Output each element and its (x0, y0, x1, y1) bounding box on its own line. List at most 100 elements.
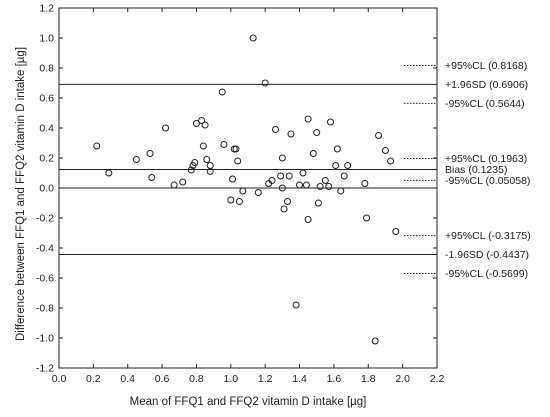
axes-group: 0.0 0.2 0.4 0.6 0.8 1.0 1.2 1.4 1.6 1.8 2.0 2.2 -1.2… (36, 3, 445, 386)
data-point (239, 187, 247, 195)
data-point (206, 168, 214, 175)
data-point (299, 169, 307, 177)
data-point (332, 162, 340, 169)
data-point (93, 142, 101, 150)
data-point (284, 198, 292, 205)
data-point (292, 301, 300, 309)
data-point (203, 156, 211, 163)
x-tick-label: 1.4 (292, 373, 307, 385)
data-point (285, 172, 293, 180)
data-point (170, 181, 178, 189)
data-point (105, 169, 113, 177)
data-point (132, 156, 140, 163)
data-point (235, 198, 243, 205)
data-point (375, 132, 383, 139)
x-tick-label: 0.0 (52, 373, 67, 385)
data-point (192, 120, 200, 127)
data-point (309, 150, 317, 157)
y-tick-label: 0.6 (39, 93, 54, 105)
y-tick-label: 0.8 (39, 63, 54, 75)
y-tick-label: -1.0 (36, 333, 54, 345)
reference-lines-group (59, 83, 437, 256)
data-points-group (93, 34, 400, 345)
y-axis-label: Difference between FFQ1 and FFQ2 vitamin… (15, 47, 27, 341)
y-tick-label: 1.2 (39, 3, 54, 15)
x-tick-label: 1.2 (258, 373, 273, 385)
data-point (387, 157, 395, 165)
data-point (344, 162, 352, 169)
confidence-limit-label: -95%CL (0.5644) (445, 98, 525, 110)
data-point (234, 157, 242, 165)
data-point (198, 117, 206, 124)
x-tick-label: 1.6 (327, 373, 342, 385)
x-axis-label: Mean of FFQ1 and FFQ2 vitamin D intake [… (130, 396, 367, 408)
reference-line-label: Bias (0.1235) (445, 164, 507, 176)
data-point (280, 205, 288, 213)
x-tick-label: 1.8 (361, 373, 376, 385)
y-tick-label: 0.0 (39, 183, 54, 195)
data-point (278, 184, 286, 192)
data-point (316, 183, 324, 190)
annotation-group: +1.96SD (0.6906) Bias (0.1235) -1.96SD (-0… (404, 60, 531, 280)
reference-line-label: -1.96SD (-0.4437) (445, 249, 529, 261)
data-point (313, 129, 321, 136)
data-point (229, 175, 237, 183)
x-tick-label: 0.6 (155, 373, 170, 385)
data-point (146, 150, 154, 157)
x-tick-label: 2.0 (395, 373, 410, 385)
y-tick-label: 1.0 (39, 33, 54, 45)
data-point (326, 118, 334, 126)
data-point (254, 189, 262, 196)
y-tick-label: 0.4 (39, 123, 54, 135)
y-tick-label: -0.8 (36, 303, 54, 315)
data-point (187, 166, 195, 174)
data-point (249, 34, 257, 42)
data-point (218, 88, 226, 96)
data-point (371, 337, 379, 345)
data-point (162, 124, 170, 132)
data-point (148, 174, 156, 181)
data-point (261, 79, 269, 87)
data-point (227, 196, 235, 204)
data-point (325, 183, 333, 190)
x-tick-label: 1.0 (224, 373, 239, 385)
data-point (314, 199, 322, 207)
data-point (392, 228, 400, 235)
y-tick-label: -0.4 (36, 243, 54, 255)
data-point (363, 214, 371, 222)
data-point (287, 130, 295, 138)
data-point (304, 216, 312, 223)
data-point (302, 181, 310, 189)
data-point (201, 121, 209, 129)
data-point (271, 126, 279, 133)
data-point (381, 147, 389, 154)
confidence-limit-label: +95%CL (-0.3175) (445, 230, 531, 242)
x-tick-label: 0.8 (189, 373, 204, 385)
reference-line-label: +1.96SD (0.6906) (445, 79, 528, 91)
x-tick-label: 2.2 (430, 373, 445, 385)
y-tick-label: -1.2 (36, 363, 54, 375)
data-point (340, 172, 348, 180)
data-point (296, 181, 304, 189)
data-point (278, 154, 286, 162)
x-tick-label: 0.4 (120, 373, 135, 385)
y-tick-label: -0.6 (36, 273, 54, 285)
data-point (304, 115, 312, 123)
data-point (199, 142, 207, 150)
data-point (333, 145, 341, 153)
x-tick-label: 0.2 (86, 373, 101, 385)
data-point (277, 172, 285, 180)
confidence-limit-label: -95%CL (0.05058) (445, 175, 530, 187)
y-tick-label: 0.2 (39, 153, 54, 165)
data-point (321, 177, 329, 184)
data-point (232, 145, 240, 153)
data-point (337, 187, 345, 195)
data-point (191, 159, 199, 166)
y-tick-label: -0.2 (36, 213, 54, 225)
data-point (268, 177, 276, 184)
data-point (179, 178, 187, 186)
data-point (220, 141, 228, 148)
confidence-limit-label: +95%CL (0.1963) (445, 153, 527, 165)
